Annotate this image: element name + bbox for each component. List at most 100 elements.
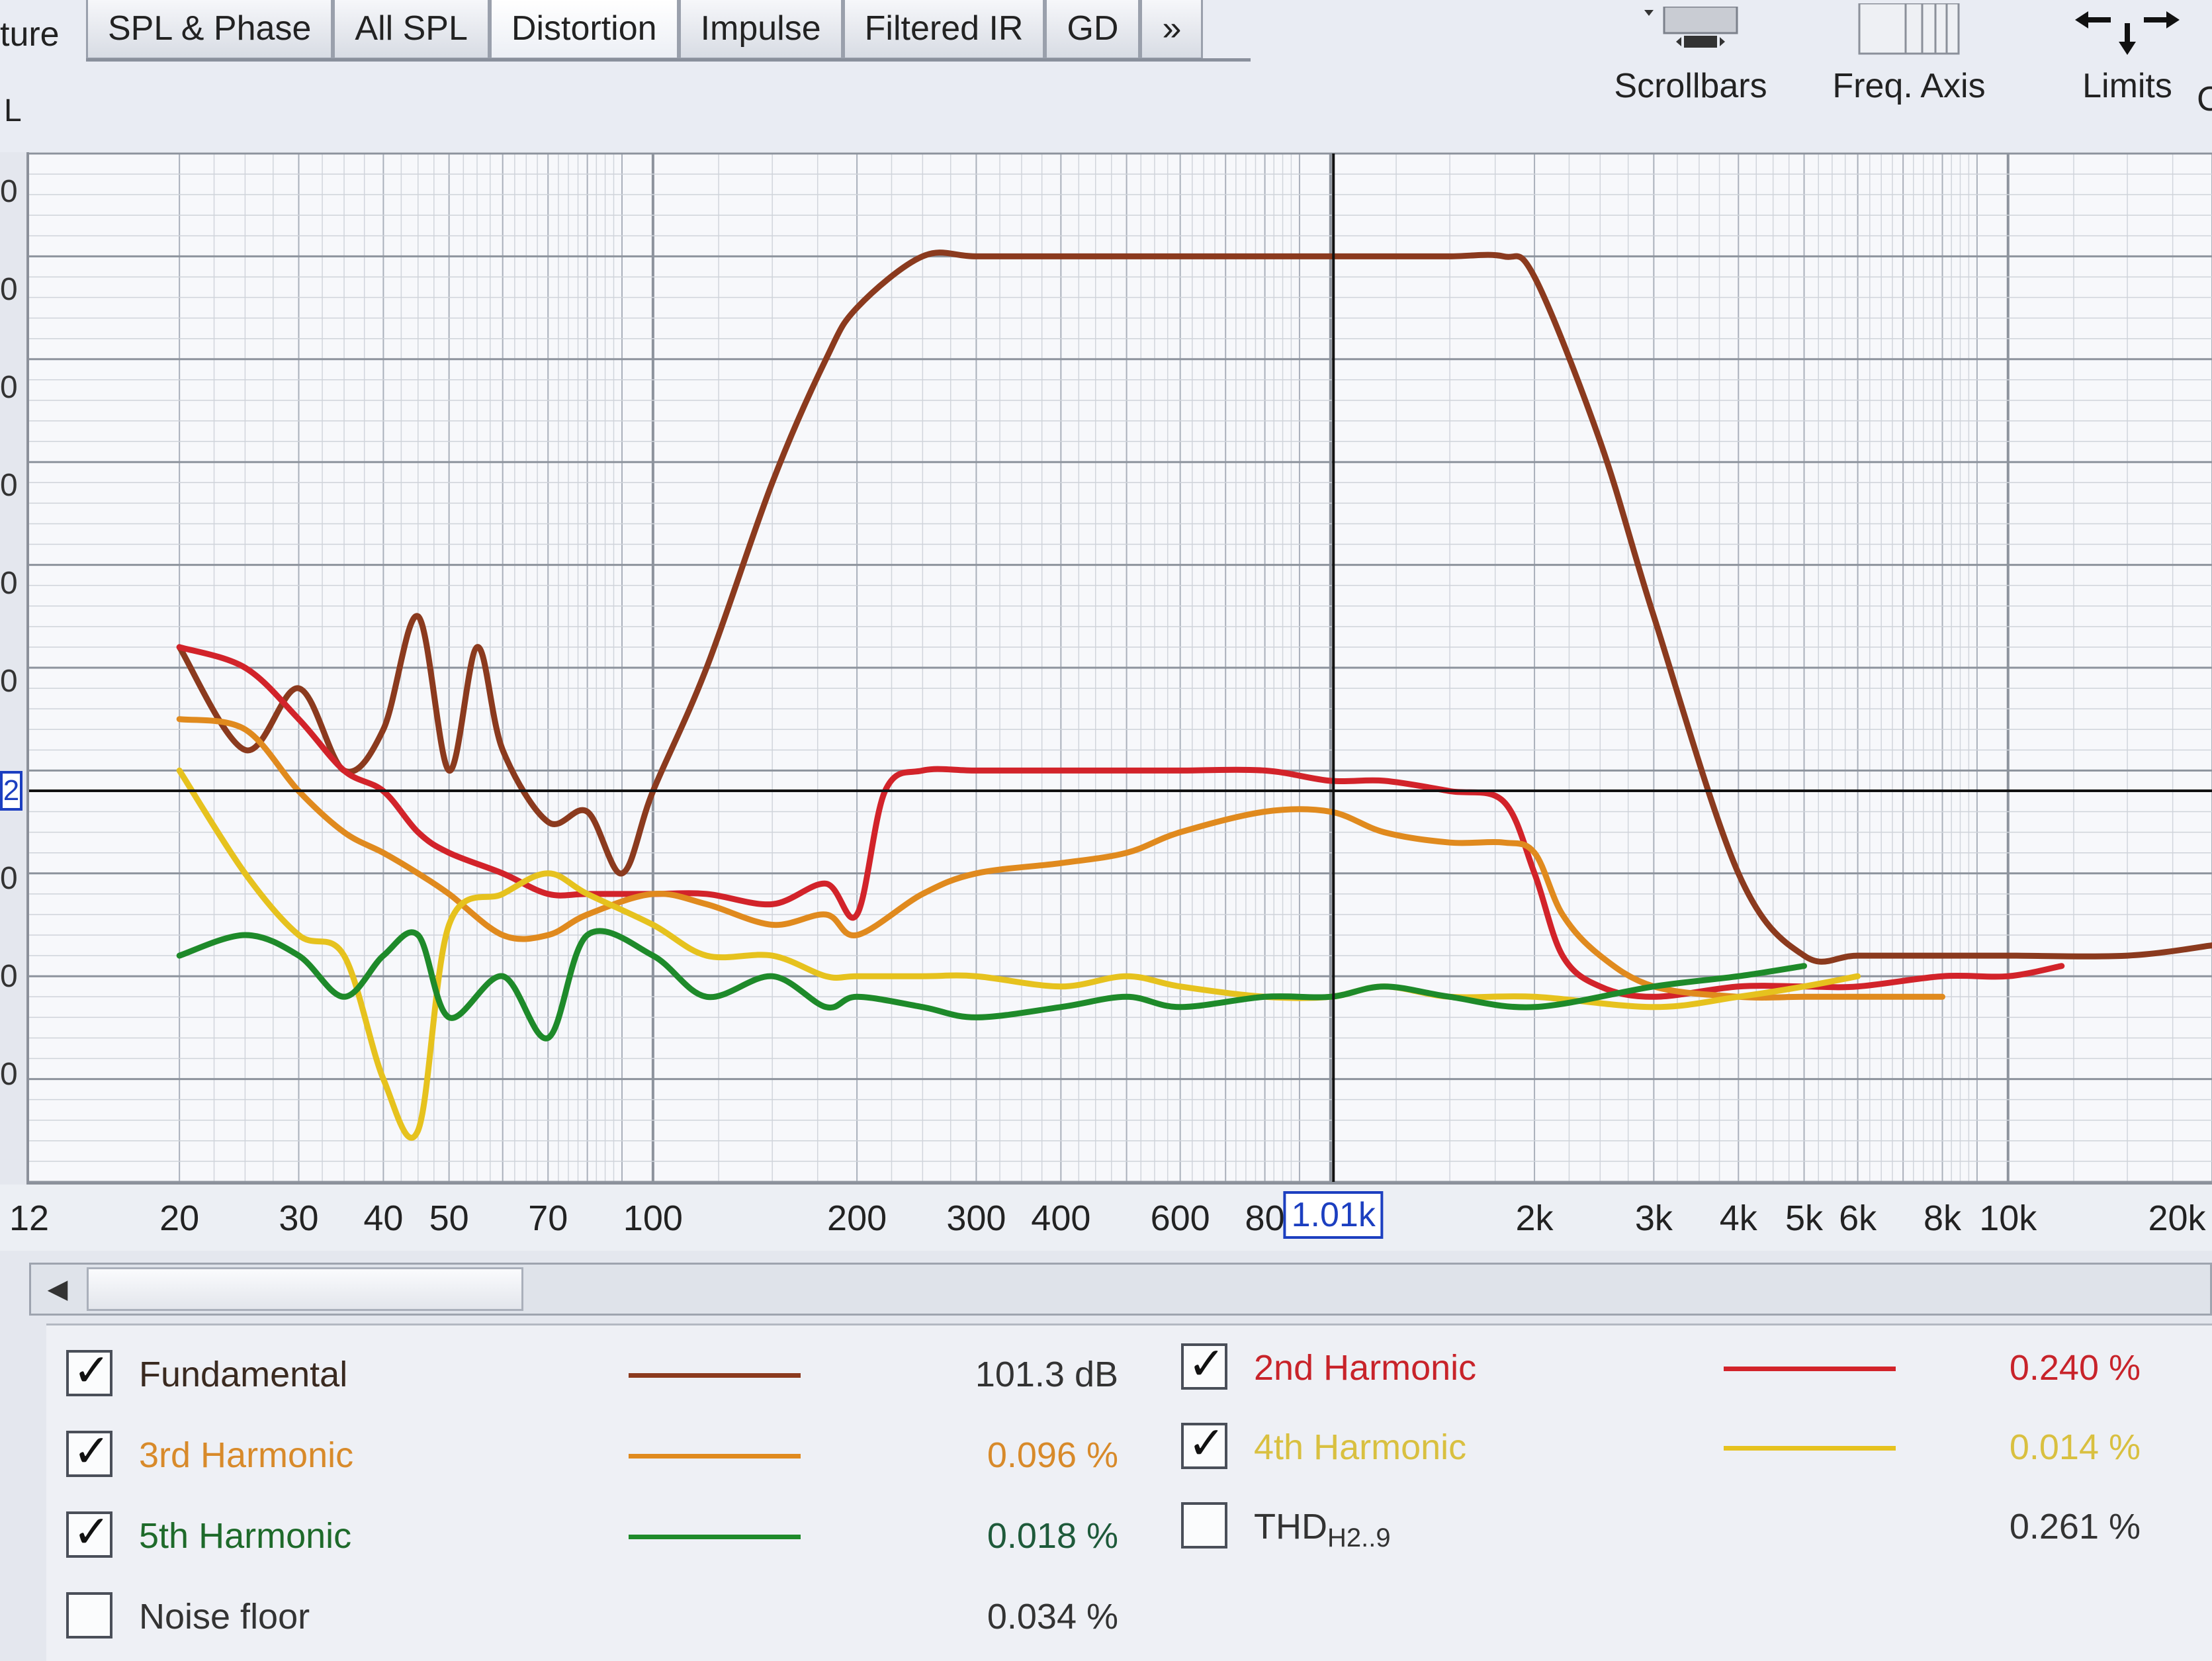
legend-value: 0.240 % [2009, 1348, 2141, 1388]
legend-swatch [1724, 1446, 1896, 1451]
legend-panel: ✓ Fundamental 101.3 dB ✓ 3rd Harmonic 0.… [46, 1324, 2212, 1661]
tab-filtered-ir[interactable]: Filtered IR [842, 0, 1045, 60]
tab-gd[interactable]: GD [1045, 0, 1141, 60]
legend-item-4th-harmonic[interactable]: ✓ 4th Harmonic 0.014 % [1181, 1408, 2174, 1474]
limits-label: Limits [2082, 67, 2172, 105]
h5-checkbox[interactable]: ✓ [66, 1507, 112, 1558]
legend-item-noise-floor[interactable]: Noise floor 0.034 % [66, 1578, 1125, 1644]
h3-checkbox[interactable]: ✓ [66, 1426, 112, 1477]
distortion-graph[interactable] [0, 0, 2212, 1185]
freq-axis-label: Freq. Axis [1832, 67, 1986, 105]
legend-value: 0.018 % [987, 1516, 1118, 1556]
y-tick-label: 0 [0, 664, 18, 699]
check-icon: ✓ [73, 1507, 111, 1557]
tab-distortion[interactable]: Distortion [489, 0, 679, 60]
x-cursor-readout: 1.01k [1283, 1191, 1384, 1239]
freq-axis-button[interactable]: Freq. Axis [1820, 0, 1998, 106]
scroll-thumb[interactable] [87, 1267, 523, 1311]
legend-label: 4th Harmonic [1254, 1427, 1467, 1467]
legend-value: 101.3 dB [975, 1355, 1118, 1394]
h4-checkbox[interactable]: ✓ [1181, 1418, 1227, 1469]
y-tick-label: 0 [0, 959, 18, 994]
x-tick-label: 50 [429, 1198, 469, 1238]
check-icon: ✓ [73, 1426, 111, 1476]
x-tick-label: 12 [9, 1198, 50, 1238]
legend-label: Fundamental [139, 1355, 348, 1394]
x-tick-label: 40 [363, 1198, 404, 1238]
x-tick-label: 3k [1634, 1198, 1673, 1238]
legend-item-3rd-harmonic[interactable]: ✓ 3rd Harmonic 0.096 % [66, 1416, 1125, 1482]
fundamental-checkbox[interactable]: ✓ [66, 1345, 112, 1396]
legend-swatch [1724, 1367, 1896, 1371]
limits-button[interactable]: Limits [2038, 0, 2212, 106]
legend-item-2nd-harmonic[interactable]: ✓ 2nd Harmonic 0.240 % [1181, 1329, 2174, 1395]
scrollbars-button[interactable]: Scrollbars [1601, 0, 1780, 106]
legend-value: 0.034 % [987, 1597, 1118, 1637]
thd-label: THD [1254, 1507, 1327, 1547]
series-2nd-harmonic [176, 644, 2065, 1000]
frequency-axis[interactable]: 12 20 30 40 50 70 100 200 300 400 600 80 2k 3k 4k 5k 6k 8… [0, 1185, 2212, 1251]
tab-capture-label: ture [0, 15, 60, 54]
toolbar-cut-label: C [2197, 80, 2212, 118]
legend-value: 0.261 % [2009, 1507, 2141, 1547]
legend-item-fundamental[interactable]: ✓ Fundamental 101.3 dB [66, 1335, 1125, 1402]
noise-floor-checkbox[interactable] [66, 1592, 112, 1639]
x-tick-label: 70 [528, 1198, 568, 1238]
check-icon: ✓ [1188, 1339, 1225, 1389]
legend-swatch [629, 1454, 801, 1459]
series-fundamental [176, 249, 2212, 965]
x-tick-label: 300 [946, 1198, 1006, 1238]
check-icon: ✓ [73, 1345, 111, 1396]
y-tick-label: 0 [0, 272, 18, 307]
legend-label: 3rd Harmonic [139, 1435, 354, 1475]
x-tick-label: 80 [1245, 1198, 1285, 1238]
legend-value: 0.096 % [987, 1435, 1118, 1475]
freq-axis-icon [1849, 0, 1969, 60]
series-4th-harmonic [176, 767, 1861, 1141]
legend-label: 5th Harmonic [139, 1516, 352, 1556]
scrollbars-icon [1631, 0, 1750, 60]
tab-capture-partial[interactable]: ture [0, 0, 86, 60]
left-panel-label: L [4, 93, 22, 128]
y-tick-label: 0 [0, 370, 18, 405]
horizontal-scrollbar[interactable]: ◀ [29, 1263, 2212, 1316]
x-tick-label: 2k [1515, 1198, 1554, 1238]
x-tick-label: 20k [2148, 1198, 2206, 1238]
y-tick-label: 0 [0, 861, 18, 896]
x-tick-label: 10k [1979, 1198, 2037, 1238]
legend-swatch [629, 1535, 801, 1539]
thd-subscript: H2..9 [1327, 1523, 1391, 1552]
legend-label: Noise floor [139, 1597, 310, 1637]
x-tick-label: 5k [1785, 1198, 1824, 1238]
thd-checkbox[interactable] [1181, 1502, 1227, 1549]
legend-label: 2nd Harmonic [1254, 1348, 1477, 1388]
series-5th-harmonic [176, 928, 1807, 1042]
tab-more[interactable]: » [1140, 0, 1204, 60]
y-cursor-readout: 2 [0, 771, 22, 811]
limits-arrows-icon [2068, 0, 2187, 60]
y-tick-label: 0 [0, 468, 18, 503]
legend-value: 0.014 % [2009, 1427, 2141, 1467]
y-tick-label: 0 [0, 1057, 18, 1092]
view-toolbar: Scrollbars Freq. Axis Limits [1601, 0, 2212, 106]
legend-swatch [629, 1373, 801, 1378]
legend-item-5th-harmonic[interactable]: ✓ 5th Harmonic 0.018 % [66, 1497, 1125, 1563]
x-tick-label: 6k [1839, 1198, 1877, 1238]
h2-checkbox[interactable]: ✓ [1181, 1339, 1227, 1390]
x-tick-label: 400 [1031, 1198, 1091, 1238]
y-tick-label: 0 [0, 566, 18, 601]
tab-all-spl[interactable]: All SPL [333, 0, 490, 60]
scroll-left-arrow-icon[interactable]: ◀ [47, 1275, 68, 1304]
x-tick-label: 600 [1150, 1198, 1210, 1238]
y-tick-label: 0 [0, 174, 18, 209]
x-tick-label: 4k [1719, 1198, 1757, 1238]
legend-label: THDH2..9 [1254, 1506, 1391, 1553]
x-tick-label: 20 [159, 1198, 200, 1238]
x-tick-label: 200 [827, 1198, 887, 1238]
legend-item-thd[interactable]: THDH2..9 0.261 % [1181, 1488, 2174, 1554]
x-tick-label: 30 [279, 1198, 319, 1238]
check-icon: ✓ [1188, 1418, 1225, 1468]
x-tick-label: 8k [1923, 1198, 1962, 1238]
scrollbars-label: Scrollbars [1614, 67, 1767, 105]
series-3rd-harmonic [176, 716, 1945, 1001]
